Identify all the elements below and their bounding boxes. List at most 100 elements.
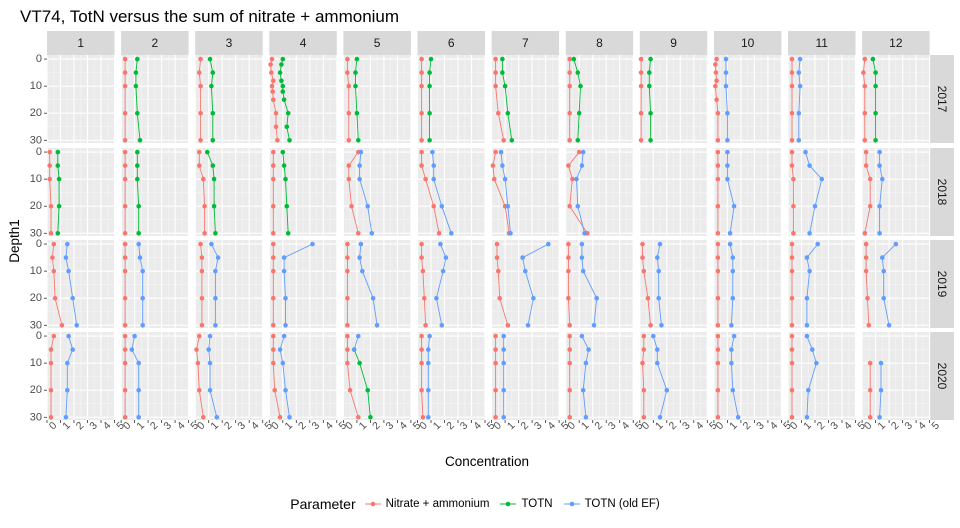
data-point: [498, 149, 504, 155]
data-point: [419, 70, 424, 75]
y-tick-label: 20: [30, 200, 42, 212]
data-point: [63, 415, 69, 420]
data-point: [283, 387, 288, 393]
data-point: [419, 360, 424, 366]
data-point: [870, 56, 876, 62]
data-point: [502, 176, 508, 182]
data-point: [641, 387, 647, 393]
data-point: [638, 110, 644, 116]
data-point: [789, 268, 795, 274]
data-point: [283, 295, 288, 301]
data-point: [789, 255, 795, 260]
x-tick-label: 1: [727, 419, 740, 432]
data-point: [423, 176, 428, 182]
data-point: [591, 323, 597, 328]
x-tick-label: 4: [471, 419, 484, 432]
data-point: [346, 83, 352, 89]
data-point: [277, 415, 283, 420]
data-point: [500, 163, 505, 168]
facet-strip-label: 1: [77, 36, 84, 50]
data-point: [567, 323, 572, 328]
data-point: [723, 83, 729, 89]
data-point: [490, 163, 496, 168]
data-point: [48, 347, 54, 352]
x-tick-label: 2: [222, 419, 235, 432]
data-point: [136, 241, 141, 247]
data-point: [641, 268, 647, 274]
data-point: [493, 83, 498, 89]
data-point: [426, 347, 431, 352]
data-point: [789, 415, 795, 420]
data-point: [135, 163, 140, 168]
x-tick-label: 4: [694, 419, 707, 432]
data-point: [862, 56, 868, 62]
series-line: [353, 335, 359, 350]
data-point: [271, 163, 276, 168]
data-point: [136, 231, 141, 236]
data-point: [880, 255, 885, 260]
data-point: [819, 176, 825, 182]
data-point: [353, 70, 358, 75]
data-point: [804, 333, 810, 339]
data-point: [271, 176, 276, 182]
data-point: [735, 415, 741, 420]
data-point: [351, 347, 357, 352]
data-point: [210, 138, 216, 143]
data-point: [122, 176, 128, 182]
x-tick-label: 3: [828, 419, 841, 432]
data-point: [122, 110, 128, 116]
data-point: [122, 70, 128, 75]
data-point: [283, 176, 288, 182]
data-point: [725, 176, 730, 182]
data-point: [505, 203, 511, 209]
data-point: [198, 83, 203, 89]
data-point: [729, 323, 734, 328]
data-point: [715, 295, 721, 301]
data-point: [789, 83, 795, 89]
data-point: [210, 70, 216, 75]
data-point: [715, 268, 721, 274]
facet-strip-label: 6: [448, 36, 455, 50]
data-point: [431, 176, 437, 182]
data-point: [727, 241, 733, 247]
data-point: [427, 83, 432, 89]
data-point: [434, 295, 439, 301]
data-point: [807, 231, 812, 236]
data-point: [713, 83, 718, 89]
x-tick-label: 4: [916, 419, 929, 432]
data-point: [419, 110, 424, 116]
data-point: [807, 268, 812, 274]
data-point: [807, 163, 812, 168]
data-point: [213, 231, 218, 236]
data-point: [271, 323, 276, 328]
data-point: [133, 83, 139, 89]
data-point: [213, 268, 218, 274]
data-point: [804, 323, 810, 328]
data-point: [213, 295, 218, 301]
x-tick-label: 1: [60, 419, 73, 432]
data-point: [509, 138, 515, 143]
data-point: [198, 241, 203, 247]
data-point: [657, 415, 663, 420]
data-point: [866, 323, 872, 328]
data-point: [567, 83, 572, 89]
facet-strip-col: [788, 31, 856, 55]
data-point: [56, 203, 62, 209]
data-point: [194, 347, 199, 352]
data-point: [789, 110, 795, 116]
data-point: [59, 323, 65, 328]
x-tick-label: 1: [579, 419, 592, 432]
data-point: [357, 163, 362, 168]
data-point: [280, 56, 286, 62]
data-point: [861, 70, 866, 75]
data-point: [566, 163, 571, 168]
data-point: [496, 110, 501, 116]
data-point: [137, 255, 143, 260]
data-point: [135, 110, 140, 116]
data-point: [567, 110, 572, 116]
facet-strip-label: 12: [889, 36, 903, 50]
data-point: [273, 110, 279, 116]
data-point: [789, 138, 795, 143]
data-point: [198, 56, 203, 62]
data-point: [814, 360, 819, 366]
